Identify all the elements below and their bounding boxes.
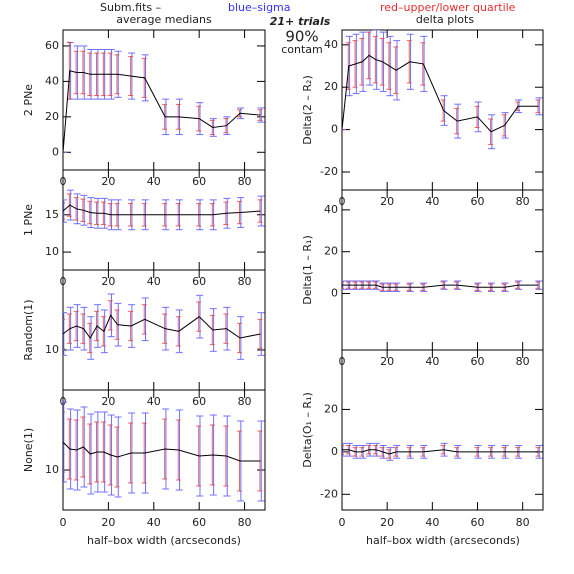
y-tick-label: 0 — [331, 287, 338, 300]
median-line — [63, 70, 261, 153]
y-tick-label: -20 — [320, 487, 338, 500]
y-tick-label: 40 — [45, 74, 59, 87]
y-tick-label: 15 — [45, 208, 59, 221]
x-tick-label: 40 — [147, 175, 161, 188]
y-tick-label: 20 — [324, 80, 338, 93]
y-tick-label: 20 — [324, 402, 338, 415]
plot-area — [63, 189, 265, 231]
x-tick-label: 80 — [516, 355, 530, 368]
plot-area — [63, 293, 265, 360]
x-axis-title: half–box width (arcseconds) — [87, 534, 241, 547]
x-tick-label: 0 — [60, 516, 67, 529]
y-axis-title: Delta(2 – R₂) — [301, 75, 314, 144]
plot-area — [342, 280, 543, 292]
y-axis-title: Delta(O₁ – R₁) — [301, 392, 314, 468]
y-tick-label: 10 — [45, 463, 59, 476]
x-tick-label: 20 — [380, 516, 394, 529]
y-tick-label: 0 — [331, 123, 338, 136]
median-line — [63, 441, 261, 462]
x-tick-label: 20 — [101, 175, 115, 188]
x-tick-label: 60 — [471, 355, 485, 368]
x-tick-label: 40 — [147, 275, 161, 288]
median-line — [342, 54, 539, 133]
x-tick-label: 40 — [147, 516, 161, 529]
x-tick-label: 60 — [471, 516, 485, 529]
x-tick-label: 20 — [380, 355, 394, 368]
plot-area — [342, 30, 543, 150]
x-tick-label: 60 — [192, 395, 206, 408]
x-tick-label: 40 — [425, 355, 439, 368]
y-tick-label: 40 — [324, 203, 338, 216]
y-tick-label: 0 — [52, 145, 59, 158]
y-tick-label: 0 — [331, 445, 338, 458]
y-tick-label: 10 — [45, 245, 59, 258]
y-axis-title: 2 PNe — [22, 84, 35, 116]
x-tick-label: 80 — [238, 516, 252, 529]
panel-frame — [341, 349, 544, 511]
x-tick-label: 80 — [238, 395, 252, 408]
y-axis-title: None(1) — [22, 428, 35, 472]
panel-frame — [62, 389, 266, 511]
y-tick-label: 20 — [45, 110, 59, 123]
x-tick-label: 0 — [339, 516, 346, 529]
y-axis-title: Delta(1 – R₁) — [301, 235, 314, 304]
x-tick-label: 80 — [516, 195, 530, 208]
plot-area — [63, 41, 265, 153]
trials-label: 21+ trials — [270, 15, 331, 28]
x-tick-label: 20 — [101, 275, 115, 288]
x-tick-label: 40 — [425, 195, 439, 208]
x-tick-label: 80 — [516, 516, 530, 529]
median-line — [63, 314, 261, 339]
sigma-legend: blue–sigma — [228, 1, 291, 14]
x-tick-label: 20 — [380, 195, 394, 208]
x-tick-label: 20 — [101, 395, 115, 408]
y-tick-label: -20 — [320, 165, 338, 178]
file-label: Subm.fits – — [100, 1, 161, 14]
contam-label: contam — [281, 43, 323, 56]
x-tick-label: 80 — [238, 275, 252, 288]
quartile-legend: red–upper/lower quartile — [380, 1, 516, 14]
x-tick-label: 80 — [238, 175, 252, 188]
x-tick-label: 60 — [192, 175, 206, 188]
y-tick-label: 10 — [45, 343, 59, 356]
y-tick-label: 20 — [324, 245, 338, 258]
x-axis-title: half–box width (arcseconds) — [366, 534, 520, 547]
x-tick-label: 60 — [192, 275, 206, 288]
plot-area — [63, 401, 265, 502]
plot-area — [342, 442, 543, 461]
x-tick-label: 40 — [425, 516, 439, 529]
y-tick-label: 40 — [324, 38, 338, 51]
y-tick-label: 60 — [45, 39, 59, 52]
x-tick-label: 60 — [471, 195, 485, 208]
median-line — [342, 449, 539, 455]
right-title: delta plots — [416, 13, 474, 26]
median-line — [63, 204, 261, 216]
median-line — [342, 284, 539, 288]
y-axis-title: Random(1) — [22, 299, 35, 360]
left-title: average medians — [116, 13, 212, 26]
x-tick-label: 60 — [192, 516, 206, 529]
x-tick-label: 20 — [101, 516, 115, 529]
x-tick-label: 40 — [147, 395, 161, 408]
percent-label: 90% — [285, 28, 318, 46]
y-axis-title: 1 PNe — [22, 204, 35, 236]
